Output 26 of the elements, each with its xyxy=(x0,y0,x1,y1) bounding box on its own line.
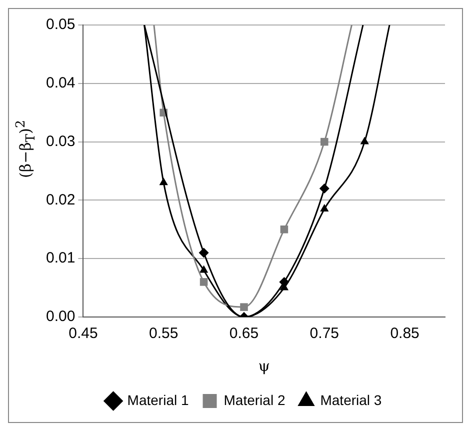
point xyxy=(159,178,168,186)
point xyxy=(198,248,209,258)
point xyxy=(320,138,328,146)
y-tick-label: 0.04 xyxy=(46,74,76,92)
y-tick-label: 0.03 xyxy=(46,132,76,150)
x-tick-label: 0.65 xyxy=(229,325,259,342)
x-tick-label: 0.45 xyxy=(68,325,98,342)
point xyxy=(240,303,248,311)
x-tick-label: 0.55 xyxy=(148,325,178,342)
x-tick-label: 0.85 xyxy=(390,325,420,342)
y-tick-label: 0.05 xyxy=(46,16,76,34)
legend-label: Material 2 xyxy=(224,392,286,408)
y-tick-label: 0.01 xyxy=(46,250,76,267)
point xyxy=(280,226,288,234)
point xyxy=(360,136,369,144)
legend-label: Material 1 xyxy=(127,392,189,408)
point xyxy=(320,204,329,212)
point xyxy=(319,184,330,194)
point xyxy=(279,276,290,287)
x-axis-title: ψ xyxy=(258,356,270,375)
y-tick-label: 0.00 xyxy=(46,308,76,326)
y-tick-label: 0.02 xyxy=(46,191,76,208)
point xyxy=(200,278,208,286)
legend-label: Material 3 xyxy=(320,392,382,408)
point xyxy=(199,265,208,273)
x-tick-label: 0.75 xyxy=(310,325,339,342)
